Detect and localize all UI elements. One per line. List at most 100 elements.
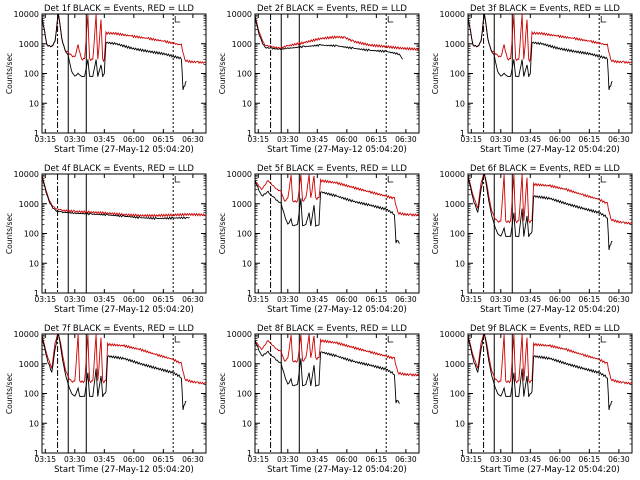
- corner-bracket-mark: [387, 16, 394, 23]
- y-tick-label: 10000: [227, 10, 252, 19]
- y-tick-label: 100: [24, 390, 39, 399]
- y-tick-label: 100: [237, 70, 252, 79]
- x-tick-label: 03:30: [490, 455, 512, 464]
- x-tick-label: 03:30: [277, 455, 299, 464]
- lld-rate-series: [255, 15, 419, 51]
- x-tick-label: 03:45: [520, 295, 542, 304]
- x-tick-label: 06:15: [579, 135, 601, 144]
- x-axis-label: Start Time (27-May-12 05:04:20): [54, 305, 194, 315]
- y-tick-label: 10: [455, 99, 465, 108]
- y-tick-label: 10000: [14, 170, 39, 179]
- y-tick-label: 1000: [232, 200, 252, 209]
- x-tick-label: 03:15: [34, 135, 56, 144]
- x-tick-label: 03:15: [34, 295, 56, 304]
- x-tick-label: 03:30: [64, 455, 86, 464]
- x-tick-label: 06:00: [123, 135, 145, 144]
- x-axis-label: Start Time (27-May-12 05:04:20): [480, 465, 620, 475]
- y-tick-label: 10: [29, 419, 39, 428]
- event-rate-series: [255, 15, 403, 60]
- x-tick-label: 06:15: [366, 135, 388, 144]
- x-tick-label: 03:45: [94, 135, 116, 144]
- chart-panel-4: 1 10 100 1000 10000 03:15 03:30 03:45 06:00 06:15…: [5, 164, 207, 315]
- y-tick-label: 10000: [227, 330, 252, 339]
- x-axis-label: Start Time (27-May-12 05:04:20): [480, 305, 620, 315]
- plot-frame: [254, 173, 420, 294]
- y-tick-label: 100: [237, 230, 252, 239]
- y-tick-label: 10: [455, 259, 465, 268]
- y-tick-label: 10: [242, 259, 252, 268]
- y-axis-label: Counts/sec: [431, 373, 440, 414]
- corner-bracket-mark: [174, 336, 181, 343]
- y-tick-label: 100: [237, 390, 252, 399]
- x-tick-label: 06:15: [153, 295, 175, 304]
- chart-panel-5: 1 10 100 1000 10000 03:15 03:30 03:45 06:00 06:15…: [218, 164, 420, 315]
- y-tick-label: 100: [450, 390, 465, 399]
- chart-panel-7: 1 10 100 1000 10000 03:15 03:30 03:45 06:00 06:15…: [5, 324, 207, 475]
- x-tick-label: 03:15: [460, 295, 482, 304]
- x-axis-label: Start Time (27-May-12 05:04:20): [480, 145, 620, 155]
- x-tick-label: 03:15: [460, 135, 482, 144]
- chart-panel-6: 1 10 100 1000 10000 03:15 03:30 03:45 06:00 06:15…: [431, 164, 633, 315]
- chart-title: Det 2f BLACK = Events, RED = LLD: [257, 4, 407, 14]
- x-tick-label: 03:30: [64, 135, 86, 144]
- corner-bracket-mark: [387, 176, 394, 183]
- event-rate-series: [468, 174, 613, 250]
- chart-title: Det 3f BLACK = Events, RED = LLD: [470, 4, 620, 14]
- y-tick-label: 1000: [19, 40, 39, 49]
- lld-rate-series: [468, 14, 632, 65]
- y-tick-label: 100: [24, 70, 39, 79]
- event-rate-series: [255, 339, 400, 404]
- x-tick-label: 06:00: [336, 295, 358, 304]
- y-tick-label: 1000: [232, 40, 252, 49]
- x-tick-label: 06:00: [336, 455, 358, 464]
- x-tick-label: 06:30: [608, 135, 630, 144]
- event-rate-series: [42, 175, 190, 221]
- y-tick-label: 10: [242, 99, 252, 108]
- plot-frame: [41, 333, 207, 454]
- plot-frame: [467, 13, 633, 134]
- y-tick-label: 10000: [440, 170, 465, 179]
- y-axis-label: Counts/sec: [218, 53, 227, 94]
- x-tick-label: 03:30: [490, 295, 512, 304]
- y-tick-label: 100: [24, 230, 39, 239]
- y-axis-label: Counts/sec: [5, 373, 14, 414]
- plot-frame: [41, 13, 207, 134]
- event-rate-series: [255, 179, 400, 244]
- y-tick-label: 1000: [445, 200, 465, 209]
- x-tick-label: 03:15: [247, 295, 269, 304]
- x-axis-label: Start Time (27-May-12 05:04:20): [267, 145, 407, 155]
- x-tick-label: 06:30: [182, 455, 204, 464]
- y-axis-label: Counts/sec: [218, 373, 227, 414]
- y-tick-label: 10: [455, 419, 465, 428]
- y-tick-label: 1000: [19, 200, 39, 209]
- x-tick-label: 06:00: [123, 295, 145, 304]
- event-rate-series: [42, 14, 187, 91]
- y-tick-label: 1: [34, 129, 39, 138]
- corner-bracket-mark: [174, 176, 181, 183]
- x-tick-label: 03:15: [460, 455, 482, 464]
- x-tick-label: 03:45: [307, 135, 329, 144]
- chart-panel-2: 1 10 100 1000 10000 03:15 03:30 03:45 06:00 06:15…: [218, 4, 420, 155]
- y-tick-label: 1: [460, 289, 465, 298]
- x-tick-label: 06:30: [608, 295, 630, 304]
- y-tick-label: 10: [29, 99, 39, 108]
- chart-title: Det 8f BLACK = Events, RED = LLD: [257, 324, 407, 334]
- x-tick-label: 03:15: [247, 135, 269, 144]
- event-rate-series: [468, 334, 613, 410]
- x-tick-label: 06:15: [153, 135, 175, 144]
- plot-frame: [467, 173, 633, 294]
- y-tick-label: 1000: [19, 360, 39, 369]
- y-tick-label: 10: [29, 259, 39, 268]
- y-tick-label: 1000: [445, 40, 465, 49]
- chart-title: Det 6f BLACK = Events, RED = LLD: [470, 164, 620, 174]
- x-tick-label: 03:45: [520, 135, 542, 144]
- x-axis-label: Start Time (27-May-12 05:04:20): [54, 465, 194, 475]
- x-tick-label: 03:15: [34, 455, 56, 464]
- x-tick-label: 06:15: [579, 295, 601, 304]
- x-tick-label: 06:30: [608, 455, 630, 464]
- x-tick-label: 03:30: [277, 135, 299, 144]
- lld-rate-series: [468, 334, 632, 385]
- x-tick-label: 06:30: [395, 135, 417, 144]
- x-tick-label: 06:00: [549, 455, 571, 464]
- corner-bracket-mark: [600, 16, 607, 23]
